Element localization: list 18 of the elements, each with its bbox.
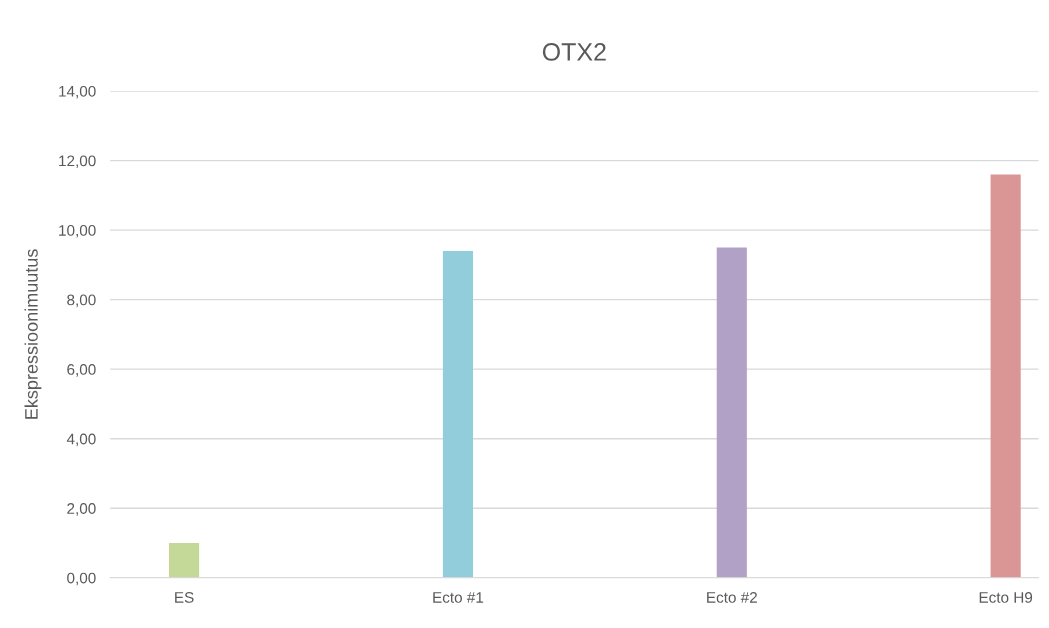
x-tick-label: Ecto #1 bbox=[433, 592, 484, 603]
bar bbox=[442, 250, 473, 578]
x-tick-label: ES bbox=[175, 592, 194, 603]
y-axis-title: Ekspressioonimuutus bbox=[24, 249, 42, 419]
y-tick-label: 12,00 bbox=[59, 155, 96, 169]
bar bbox=[716, 247, 747, 578]
y-tick-label: 0,00 bbox=[67, 572, 96, 586]
x-tick-label: Ecto H9 bbox=[979, 592, 1033, 603]
y-tick-label: 2,00 bbox=[67, 503, 96, 516]
y-tick-label: 14,00 bbox=[59, 85, 96, 99]
x-tick-label: Ecto #2 bbox=[707, 592, 757, 603]
bar bbox=[169, 543, 200, 578]
chart-title: OTX2 bbox=[542, 43, 606, 61]
y-tick-label: 6,00 bbox=[67, 364, 96, 377]
y-tick-label: 4,00 bbox=[66, 433, 96, 447]
y-tick-label: 8,00 bbox=[67, 294, 96, 308]
y-tick-label: 10,00 bbox=[59, 224, 96, 238]
bar bbox=[990, 174, 1021, 578]
